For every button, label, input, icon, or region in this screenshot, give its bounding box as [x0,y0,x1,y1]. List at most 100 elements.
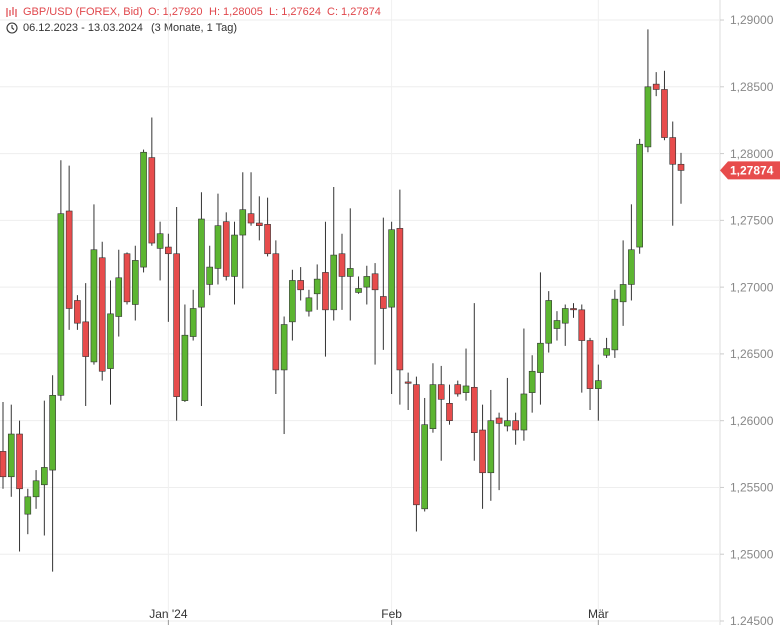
y-tick-label: 1,29000 [730,13,774,27]
candle-down [652,83,660,90]
candle-up [239,209,247,236]
clock-icon [6,22,18,34]
candle-up [107,313,114,369]
candle-down [148,157,156,244]
y-tick-label: 1,25500 [730,481,774,495]
candle-up [140,151,147,268]
chart-icon [6,7,17,17]
title: GBP/USD (FOREX, Bid) [23,6,143,18]
y-tick-label: 1,26000 [730,414,774,428]
x-tick-label: Mär [588,607,609,621]
candle-down [222,221,230,277]
candle-down [98,257,106,372]
y-tick-label: 1,24500 [730,614,774,625]
candle-up [355,288,362,293]
candle-up [330,254,338,311]
candle-up [280,324,288,371]
candle-down [413,384,420,506]
candle-down [470,386,478,433]
candle-up [346,268,354,277]
x-tick-label: Feb [381,607,402,621]
candle-up [421,424,428,510]
y-tick-label: 1,27500 [730,214,774,228]
candle-up [528,370,536,393]
candle-down [74,300,81,324]
candle-up [41,467,48,486]
candle-down [380,296,387,309]
candle-down [677,163,685,171]
high-label: H: 1,28005 [209,6,263,18]
candle-up [32,480,40,498]
candle-up [115,277,123,317]
candle-up [619,284,627,303]
period: (3 Monate, 1 Tag) [151,22,237,34]
candle-up [628,249,635,285]
candle-down [16,433,23,490]
candle-down [446,403,453,421]
candle-up [181,334,189,401]
candle-up [561,308,569,324]
candle-down [586,340,594,389]
candle-up [504,420,511,427]
candle-down [82,321,89,357]
candle-down [661,89,668,138]
candle-down [173,253,180,397]
candle-up [520,393,528,431]
candle-up [636,143,643,248]
candle-up [198,218,205,308]
candle-down [371,273,379,291]
candle-up [429,384,437,429]
candle-up [644,86,652,148]
candle-down [123,253,131,303]
candle-down [264,224,271,255]
close-label: C: 1,27874 [327,6,381,18]
candle-down [669,137,677,165]
header: GBP/USD (FOREX, Bid) O: 1,27920 H: 1,280… [6,6,381,34]
candle-down [338,253,346,277]
candle-down [65,210,73,309]
candle-up [603,348,610,356]
candle-down [512,420,519,431]
candle-down [495,417,503,424]
candle-up [363,276,371,288]
candle-up [487,420,495,474]
candle-up [595,380,602,389]
x-tick-label: Jan '24 [149,607,188,621]
candle-up [189,308,197,337]
candle-down [578,309,586,341]
candle-down [479,429,486,474]
candle-down [404,381,412,384]
candle-down [297,280,304,291]
candle-down [165,246,172,255]
candle-up [553,320,561,329]
y-tick-label: 1,26500 [730,347,774,361]
candle-up [388,229,395,308]
candle-down [396,228,404,371]
candle-up [156,233,164,249]
candle-up [131,260,139,305]
candle-down [272,253,280,371]
candle-up [305,297,313,312]
candle-down [0,451,7,478]
candle-up [611,298,619,351]
last-price-badge [720,161,780,180]
candle-up [289,280,296,323]
y-tick-label: 1,27000 [730,280,774,294]
candle-up [313,278,321,295]
y-tick-label: 1,25000 [730,547,774,561]
last-price-label: 1,27874 [730,164,774,178]
candle-up [90,249,98,363]
candle-down [570,308,577,311]
candle-down [247,213,255,224]
candle-down [256,222,263,226]
candle-up [57,213,65,396]
low-label: L: 1,27624 [269,6,321,18]
candle-up [49,394,56,471]
candle-up [537,342,544,373]
candle-up [206,266,214,285]
candle-down [454,384,462,395]
candle-up [231,234,238,277]
candle-down [437,384,445,400]
y-tick-label: 1,28500 [730,80,774,94]
